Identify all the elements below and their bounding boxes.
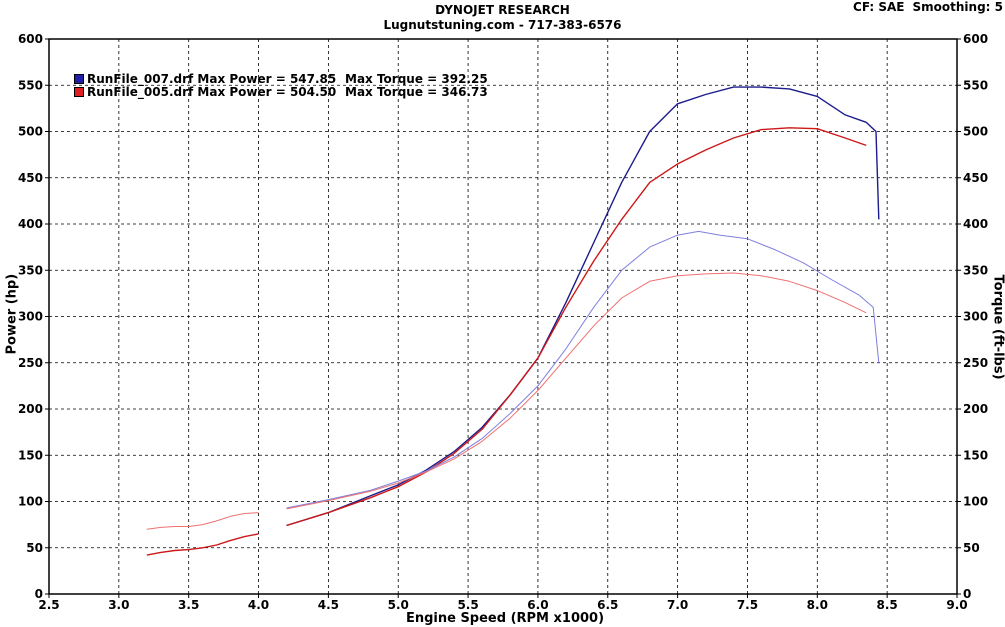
y-tick-label-left: 50 xyxy=(26,541,43,555)
y-tick-label-left: 550 xyxy=(18,78,43,92)
power-curve-run-005 xyxy=(286,127,867,527)
y-tick-label-right: 500 xyxy=(963,125,988,139)
x-tick-label: 4.0 xyxy=(248,598,269,612)
torque-curve-run-007 xyxy=(286,230,880,509)
legend-entry-run-005: RunFile_005.drf Max Power = 504.50 Max T… xyxy=(74,85,488,99)
y-tick-label-right: 550 xyxy=(963,78,988,92)
y-tick-label-left: 500 xyxy=(18,125,43,139)
torque-curve-run-005 xyxy=(286,272,867,510)
y-tick-label-left: 350 xyxy=(18,263,43,277)
y-tick-label-left: 0 xyxy=(35,587,43,601)
x-tick-label: 5.5 xyxy=(457,598,478,612)
torque-curve-run-005 xyxy=(146,512,259,530)
correction-factor: CF: SAE xyxy=(853,0,905,14)
x-tick-label: 3.5 xyxy=(178,598,199,612)
y-tick-label-right: 100 xyxy=(963,495,988,509)
y-tick-label-left: 250 xyxy=(18,356,43,370)
y-tick-label-left: 400 xyxy=(18,217,43,231)
power-curve-run-007 xyxy=(286,86,880,527)
legend-entry-run-007: RunFile_007.drf Max Power = 547.85 Max T… xyxy=(74,72,488,86)
y-tick-label-right: 0 xyxy=(963,587,971,601)
x-tick-label: 3.0 xyxy=(108,598,129,612)
y-tick-label-right: 350 xyxy=(963,263,988,277)
y-tick-label-left: 200 xyxy=(18,402,43,416)
smoothing-level: Smoothing: 5 xyxy=(912,0,1004,14)
y-tick-label-right: 50 xyxy=(963,541,980,555)
chart-title: DYNOJET RESEARCH xyxy=(435,3,570,17)
correction-info: CF: SAE Smoothing: 5 xyxy=(845,0,1003,14)
y-axis-label-left: Power (hp) xyxy=(4,273,20,355)
x-tick-label: 8.0 xyxy=(807,598,828,612)
y-tick-label-right: 200 xyxy=(963,402,988,416)
legend-max-torque: Max Torque = 346.73 xyxy=(345,85,488,99)
legend-swatch-red xyxy=(74,87,84,97)
legend-max-power: RunFile_007.drf Max Power = 547.85 xyxy=(87,72,337,86)
legend-max-torque: Max Torque = 392.25 xyxy=(345,72,488,86)
chart-subtitle: Lugnutstuning.com - 717-383-6576 xyxy=(383,18,622,32)
plot-area xyxy=(48,38,958,595)
y-axis-label-right: Torque (ft-lbs) xyxy=(990,274,1005,380)
y-tick-label-left: 600 xyxy=(18,32,43,46)
y-tick-label-right: 150 xyxy=(963,448,988,462)
x-axis-label: Engine Speed (RPM x1000) xyxy=(405,611,605,626)
x-tick-label: 2.5 xyxy=(38,598,59,612)
legend-swatch-blue xyxy=(74,74,84,84)
y-tick-label-right: 400 xyxy=(963,217,988,231)
y-tick-label-right: 300 xyxy=(963,310,988,324)
x-tick-label: 5.0 xyxy=(388,598,409,612)
power-curve-run-005 xyxy=(146,533,259,556)
x-tick-label: 7.0 xyxy=(667,598,688,612)
legend-max-power: RunFile_005.drf Max Power = 504.50 xyxy=(87,85,337,99)
x-tick-label: 6.5 xyxy=(597,598,618,612)
y-tick-label-right: 450 xyxy=(963,171,988,185)
y-tick-label-left: 450 xyxy=(18,171,43,185)
y-tick-label-left: 100 xyxy=(18,495,43,509)
y-tick-label-right: 250 xyxy=(963,356,988,370)
x-tick-label: 4.5 xyxy=(318,598,339,612)
x-tick-label: 9.0 xyxy=(946,598,967,612)
x-tick-label: 6.0 xyxy=(527,598,548,612)
x-tick-label: 8.5 xyxy=(877,598,898,612)
x-tick-label: 7.5 xyxy=(737,598,758,612)
y-tick-label-left: 150 xyxy=(18,448,43,462)
y-tick-label-left: 300 xyxy=(18,310,43,324)
y-tick-label-right: 600 xyxy=(963,32,988,46)
